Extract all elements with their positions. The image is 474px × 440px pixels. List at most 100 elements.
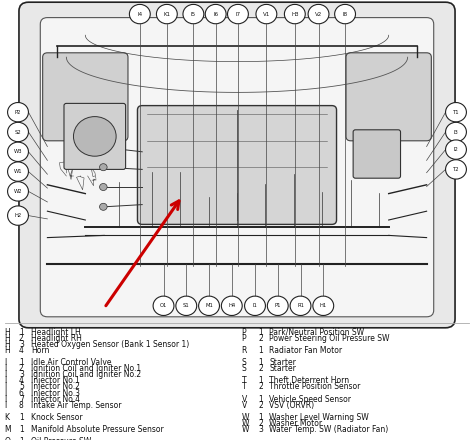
Text: M1: M1 [205,303,213,308]
Circle shape [199,296,219,315]
FancyBboxPatch shape [19,2,455,328]
Text: I: I [5,358,7,367]
Circle shape [8,142,28,161]
Text: T1: T1 [453,110,459,115]
Text: 1: 1 [19,437,24,440]
Text: P2: P2 [15,110,21,115]
Circle shape [156,4,177,24]
FancyBboxPatch shape [43,53,128,141]
Circle shape [290,296,311,315]
Text: Water Temp. SW (Radiator Fan): Water Temp. SW (Radiator Fan) [269,425,389,434]
Text: Headlight LH: Headlight LH [31,328,81,337]
Text: I3: I3 [454,129,458,135]
Text: Horn: Horn [31,346,49,355]
Text: Manifold Absolute Pressure Sensor: Manifold Absolute Pressure Sensor [31,425,164,434]
Text: O: O [5,437,10,440]
Text: I6: I6 [213,11,218,17]
Text: I: I [5,376,7,385]
Text: W2: W2 [14,189,22,194]
Circle shape [100,183,107,191]
Circle shape [284,4,305,24]
Circle shape [8,122,28,142]
Text: I: I [5,389,7,397]
Text: H1: H1 [319,303,327,308]
Circle shape [308,4,329,24]
Text: 1: 1 [19,425,24,434]
Text: Ignition Coil and Igniter No.2: Ignition Coil and Igniter No.2 [31,370,141,379]
Text: 1: 1 [258,376,263,385]
Circle shape [129,4,150,24]
Text: Intake Air Temp. Sensor: Intake Air Temp. Sensor [31,401,121,410]
Text: Washer Motor: Washer Motor [269,419,322,428]
Circle shape [245,296,265,315]
Text: Injector No.1: Injector No.1 [31,376,80,385]
Text: 1: 1 [258,358,263,367]
Text: Power Steering Oil Pressure SW: Power Steering Oil Pressure SW [269,334,390,343]
Text: O1: O1 [160,303,167,308]
Text: W: W [242,413,249,422]
Text: I2: I2 [454,147,458,152]
Text: Idle Air Control Valve: Idle Air Control Valve [31,358,111,367]
Text: H4: H4 [228,303,236,308]
Text: H3: H3 [291,11,299,17]
Text: I: I [5,370,7,379]
Text: V1: V1 [263,11,270,17]
Text: 1: 1 [19,358,24,367]
Text: V: V [242,395,247,403]
Circle shape [228,4,248,24]
Circle shape [313,296,334,315]
Text: Washer Level Warning SW: Washer Level Warning SW [269,413,369,422]
Text: Knock Sensor: Knock Sensor [31,413,82,422]
Text: Injector No.4: Injector No.4 [31,395,80,403]
FancyBboxPatch shape [353,130,401,178]
Text: W1: W1 [14,169,22,174]
Circle shape [100,164,107,171]
Text: 5: 5 [19,382,24,392]
Text: Radiator Fan Motor: Radiator Fan Motor [269,346,342,355]
Text: 2: 2 [19,334,24,343]
Text: 1: 1 [19,413,24,422]
Text: Headlight RH: Headlight RH [31,334,82,343]
Text: I1: I1 [253,303,257,308]
Text: I8: I8 [343,11,347,17]
Text: H: H [5,340,10,349]
Text: W: W [242,419,249,428]
Circle shape [446,103,466,122]
Text: S: S [242,364,246,373]
Text: 1: 1 [258,395,263,403]
Text: 1: 1 [258,413,263,422]
Text: I5: I5 [191,11,196,17]
Circle shape [446,140,466,159]
Circle shape [73,117,116,156]
Text: 1: 1 [258,328,263,337]
Text: 8: 8 [19,401,24,410]
FancyBboxPatch shape [346,53,431,141]
Text: S1: S1 [183,303,190,308]
Text: W3: W3 [14,149,22,154]
Text: I: I [5,382,7,392]
Circle shape [335,4,356,24]
Circle shape [153,296,174,315]
FancyBboxPatch shape [137,106,337,224]
Text: M: M [5,425,11,434]
Text: Injector No.2: Injector No.2 [31,382,80,392]
Text: 2: 2 [258,364,263,373]
Text: 3: 3 [258,425,263,434]
Text: Oil Pressure SW: Oil Pressure SW [31,437,91,440]
Text: T2: T2 [453,167,459,172]
Text: H: H [5,334,10,343]
FancyBboxPatch shape [64,103,126,169]
Text: H2: H2 [14,213,22,218]
Text: I7: I7 [236,11,240,17]
Circle shape [8,162,28,181]
Text: W: W [242,425,249,434]
Text: S: S [242,358,246,367]
Text: V: V [242,401,247,410]
FancyBboxPatch shape [40,18,434,317]
Text: Starter: Starter [269,364,296,373]
Circle shape [100,144,107,151]
Text: VSV (ORVR): VSV (ORVR) [269,401,314,410]
Circle shape [446,160,466,179]
Text: 1: 1 [19,328,24,337]
Text: S2: S2 [15,129,21,135]
